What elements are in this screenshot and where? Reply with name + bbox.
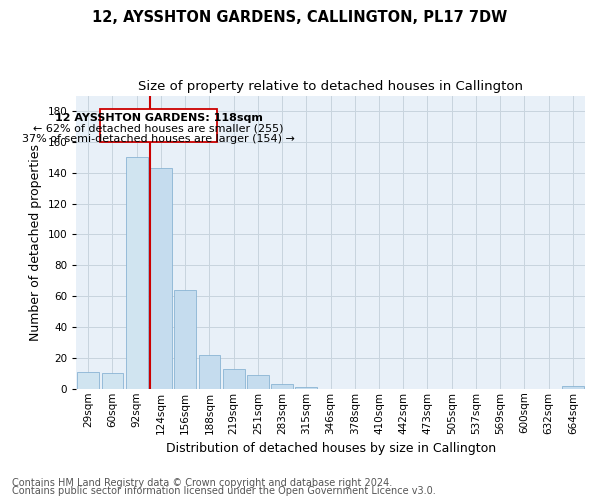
Bar xyxy=(150,168,172,389)
Text: Contains public sector information licensed under the Open Government Licence v3: Contains public sector information licen… xyxy=(12,486,436,496)
Text: 37% of semi-detached houses are larger (154) →: 37% of semi-detached houses are larger (… xyxy=(22,134,295,144)
Bar xyxy=(77,372,99,389)
X-axis label: Distribution of detached houses by size in Callington: Distribution of detached houses by size … xyxy=(166,442,496,455)
Bar xyxy=(247,375,269,389)
Bar xyxy=(562,386,584,389)
Text: Contains HM Land Registry data © Crown copyright and database right 2024.: Contains HM Land Registry data © Crown c… xyxy=(12,478,392,488)
Bar xyxy=(101,374,124,389)
FancyBboxPatch shape xyxy=(100,110,217,142)
Text: ← 62% of detached houses are smaller (255): ← 62% of detached houses are smaller (25… xyxy=(33,124,284,134)
Text: 12, AYSSHTON GARDENS, CALLINGTON, PL17 7DW: 12, AYSSHTON GARDENS, CALLINGTON, PL17 7… xyxy=(92,10,508,25)
Bar xyxy=(295,387,317,389)
Title: Size of property relative to detached houses in Callington: Size of property relative to detached ho… xyxy=(138,80,523,93)
Text: 12 AYSSHTON GARDENS: 118sqm: 12 AYSSHTON GARDENS: 118sqm xyxy=(55,112,262,122)
Bar xyxy=(223,368,245,389)
Bar xyxy=(174,290,196,389)
Bar xyxy=(199,355,220,389)
Bar xyxy=(271,384,293,389)
Bar xyxy=(126,158,148,389)
Y-axis label: Number of detached properties: Number of detached properties xyxy=(29,144,42,340)
